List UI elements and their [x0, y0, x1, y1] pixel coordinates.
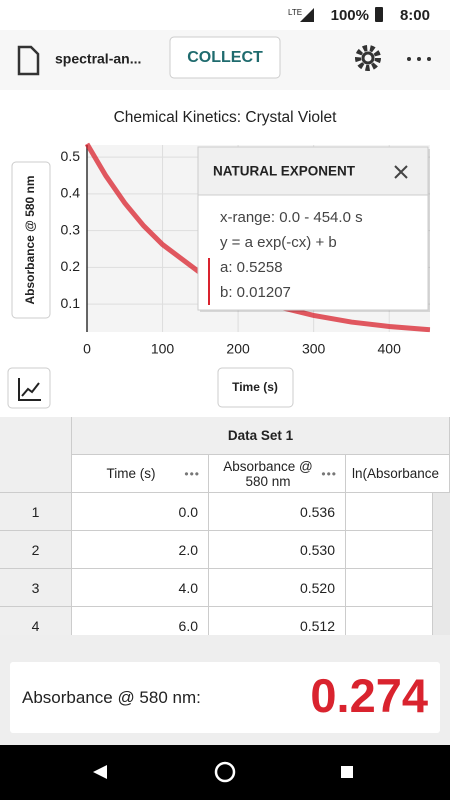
meter-area: Absorbance @ 580 nm: 0.274 — [0, 635, 450, 745]
file-name[interactable]: spectral-an... — [55, 51, 141, 67]
cell-time[interactable]: 0.0 — [72, 493, 209, 531]
cell-empty[interactable] — [346, 607, 433, 635]
nav-bg — [0, 745, 450, 800]
fit-equation: y = a exp(-cx) + b — [220, 234, 337, 251]
x-axis-button[interactable] — [217, 367, 294, 408]
column-menu[interactable]: ••• — [184, 466, 200, 481]
close-button[interactable] — [394, 165, 408, 179]
collect-label[interactable]: COLLECT — [187, 49, 263, 66]
group-header: Data Set 1 — [72, 417, 450, 455]
x-tick-label: 200 — [226, 341, 250, 357]
y-axis-label[interactable]: Absorbance @ 580 nm — [23, 175, 37, 304]
x-tick-label: 100 — [151, 341, 175, 357]
row-number: 1 — [0, 493, 72, 531]
x-tick-label: 400 — [378, 341, 402, 357]
graph-tools-button[interactable] — [7, 367, 51, 409]
settings-icon-core — [361, 51, 375, 65]
y-tick-label: 0.3 — [61, 221, 81, 237]
fit-param-b: b: 0.01207 — [220, 284, 291, 301]
cell-time[interactable]: 6.0 — [72, 607, 209, 635]
cell-absorbance[interactable]: 0.530 — [209, 531, 346, 569]
dialog-title: NATURAL EXPONENT — [213, 164, 356, 179]
top-area: LTE 100% 8:00 spectral-an... COLLECT Che… — [7, 6, 431, 409]
x-tick-label: 300 — [302, 341, 326, 357]
data-table: Data Set 1 Time (s) ••• Absorbance @ 580 nm… — [0, 417, 450, 635]
y-tick-label: 0.4 — [61, 185, 81, 201]
back-button[interactable] — [93, 765, 107, 779]
column-header[interactable]: Time (s) ••• — [72, 455, 209, 493]
y-tick-label: 0.1 — [61, 295, 81, 311]
cell-time[interactable]: 2.0 — [72, 531, 209, 569]
fit-param-a: a: 0.5258 — [220, 259, 283, 276]
settings-icon[interactable] — [355, 45, 381, 71]
graph-tools-icon — [18, 378, 41, 401]
column-header[interactable]: Absorbance @ 580 nm ••• — [209, 455, 346, 493]
row-number: 4 — [0, 607, 72, 635]
row-number: 2 — [0, 531, 72, 569]
meter-label: Absorbance @ 580 nm: — [22, 688, 201, 707]
meter-value: 0.274 — [310, 669, 428, 722]
cell-empty[interactable] — [346, 493, 433, 531]
y-tick-label: 0.2 — [61, 258, 81, 274]
cell-absorbance[interactable]: 0.520 — [209, 569, 346, 607]
y-axis-button[interactable] — [11, 161, 51, 319]
column-header[interactable]: ln(Absorbance — [346, 455, 450, 493]
file-icon[interactable] — [17, 45, 40, 76]
meter-card: Absorbance @ 580 nm: 0.274 — [10, 662, 440, 733]
x-tick-label: 0 — [83, 341, 91, 357]
collect-button[interactable] — [169, 36, 281, 79]
clock: 8:00 — [400, 7, 430, 24]
signal-icon — [300, 8, 314, 22]
more-icon[interactable] — [407, 57, 431, 61]
battery-label: 100% — [331, 7, 369, 24]
x-axis-label[interactable]: Time (s) — [232, 380, 278, 394]
column-menu[interactable]: ••• — [321, 466, 337, 481]
network-label: LTE — [288, 8, 302, 17]
row-number: 3 — [0, 569, 72, 607]
recents-button[interactable] — [341, 766, 353, 778]
cell-time[interactable]: 4.0 — [72, 569, 209, 607]
fit-x-range: x-range: 0.0 - 454.0 s — [220, 209, 363, 226]
cell-empty[interactable] — [346, 569, 433, 607]
corner-cell — [0, 417, 72, 493]
cell-absorbance[interactable]: 0.536 — [209, 493, 346, 531]
y-tick-label: 0.5 — [61, 148, 81, 164]
battery-icon — [375, 7, 383, 22]
home-button[interactable] — [214, 761, 236, 783]
chart-title: Chemical Kinetics: Crystal Violet — [114, 109, 338, 126]
nav-bar — [0, 745, 450, 800]
cell-absorbance[interactable]: 0.512 — [209, 607, 346, 635]
cell-empty[interactable] — [346, 531, 433, 569]
dialog-header — [197, 146, 429, 196]
fit-dialog: NATURAL EXPONENT x-range: 0.0 - 454.0 s … — [197, 146, 430, 312]
